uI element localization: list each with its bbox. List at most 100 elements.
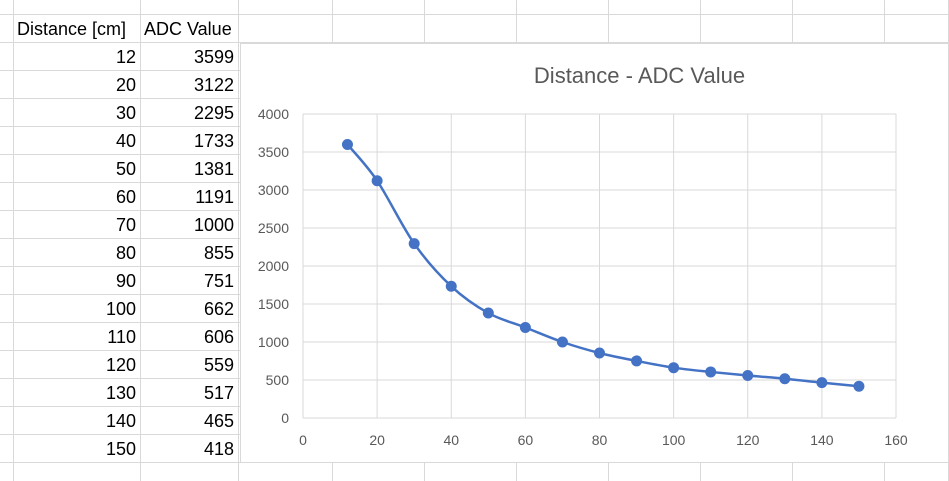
chart[interactable]: Distance - ADC Value 0 500 1000 1500 2000 2500… (240, 43, 949, 463)
sheet-cell[interactable] (0, 211, 14, 239)
x-tick-label: 20 (369, 432, 385, 448)
sheet-cell[interactable] (0, 99, 14, 127)
sheet-cell[interactable] (141, 463, 239, 481)
cell-adc-value[interactable]: 517 (141, 379, 239, 407)
cell-adc-value[interactable]: 1381 (141, 155, 239, 183)
sheet-cell[interactable] (701, 463, 793, 481)
cell-distance[interactable]: 40 (14, 127, 141, 155)
sheet-cell[interactable] (0, 351, 14, 379)
sheet-cell[interactable] (0, 295, 14, 323)
sheet-cell[interactable] (0, 267, 14, 295)
sheet-cell[interactable] (0, 71, 14, 99)
y-tick-label: 4000 (258, 106, 289, 122)
y-tick-label: 3000 (258, 182, 289, 198)
header-distance[interactable]: Distance [cm] (14, 15, 141, 43)
header-adc-value[interactable]: ADC Value (141, 15, 239, 43)
cell-distance[interactable]: 20 (14, 71, 141, 99)
sheet-cell[interactable] (517, 15, 609, 43)
cell-adc-value[interactable]: 3599 (141, 43, 239, 71)
cell-adc-value[interactable]: 662 (141, 295, 239, 323)
sheet-cell[interactable] (425, 463, 517, 481)
sheet-cell[interactable] (141, 0, 239, 15)
sheet-cell[interactable] (0, 155, 14, 183)
sheet-cell[interactable] (14, 0, 141, 15)
cell-distance[interactable]: 80 (14, 239, 141, 267)
sheet-cell[interactable] (517, 0, 609, 15)
cell-adc-value[interactable]: 418 (141, 435, 239, 463)
sheet-cell[interactable] (0, 239, 14, 267)
x-tick-label: 60 (518, 432, 534, 448)
sheet-cell[interactable] (239, 0, 333, 15)
data-point (482, 307, 494, 319)
sheet-cell[interactable] (0, 43, 14, 71)
cell-adc-value[interactable]: 855 (141, 239, 239, 267)
cell-adc-value[interactable]: 465 (141, 407, 239, 435)
sheet-cell[interactable] (333, 0, 425, 15)
sheet-cell[interactable] (14, 463, 141, 481)
sheet-cell[interactable] (885, 0, 949, 15)
data-point (853, 380, 865, 392)
sheet-cell[interactable] (793, 15, 885, 43)
cell-distance[interactable]: 130 (14, 379, 141, 407)
x-tick-label: 80 (592, 432, 608, 448)
sheet-cell[interactable] (0, 435, 14, 463)
sheet-cell[interactable] (885, 463, 949, 481)
sheet-cell[interactable] (0, 407, 14, 435)
cell-adc-value[interactable]: 1733 (141, 127, 239, 155)
sheet-cell[interactable] (0, 379, 14, 407)
sheet-cell[interactable] (333, 15, 425, 43)
data-point (816, 377, 828, 389)
sheet-cell[interactable] (609, 15, 701, 43)
sheet-cell[interactable] (701, 0, 793, 15)
chart-title: Distance - ADC Value (534, 63, 745, 88)
chart-svg: Distance - ADC Value05001000150020002500… (258, 63, 908, 448)
data-point (705, 366, 717, 378)
data-point (631, 355, 643, 367)
sheet-cell[interactable] (517, 463, 609, 481)
sheet-cell[interactable] (0, 183, 14, 211)
cell-adc-value[interactable]: 606 (141, 323, 239, 351)
sheet-cell[interactable] (239, 463, 333, 481)
cell-distance[interactable]: 90 (14, 267, 141, 295)
cell-distance[interactable]: 110 (14, 323, 141, 351)
sheet-cell[interactable] (0, 127, 14, 155)
cell-adc-value[interactable]: 1191 (141, 183, 239, 211)
y-tick-label: 500 (266, 372, 290, 388)
sheet-cell[interactable] (425, 0, 517, 15)
sheet-cell[interactable] (609, 463, 701, 481)
data-point (371, 175, 383, 187)
cell-distance[interactable]: 140 (14, 407, 141, 435)
y-tick-label: 2500 (258, 220, 289, 236)
sheet-cell[interactable] (425, 15, 517, 43)
cell-adc-value[interactable]: 559 (141, 351, 239, 379)
cell-adc-value[interactable]: 2295 (141, 99, 239, 127)
cell-distance[interactable]: 60 (14, 183, 141, 211)
data-point (556, 336, 568, 348)
sheet-cell[interactable] (885, 15, 949, 43)
sheet-cell[interactable] (239, 15, 333, 43)
cell-distance[interactable]: 100 (14, 295, 141, 323)
sheet-cell[interactable] (609, 0, 701, 15)
sheet-cell[interactable] (0, 15, 14, 43)
data-point (519, 321, 531, 333)
sheet-cell[interactable] (0, 463, 14, 481)
data-point (742, 370, 754, 382)
sheet-cell[interactable] (793, 0, 885, 15)
cell-adc-value[interactable]: 3122 (141, 71, 239, 99)
cell-distance[interactable]: 30 (14, 99, 141, 127)
cell-distance[interactable]: 50 (14, 155, 141, 183)
y-tick-label: 2000 (258, 258, 289, 274)
cell-distance[interactable]: 120 (14, 351, 141, 379)
sheet-cell[interactable] (701, 15, 793, 43)
sheet-cell[interactable] (793, 463, 885, 481)
cell-distance[interactable]: 150 (14, 435, 141, 463)
sheet-cell[interactable] (333, 463, 425, 481)
cell-distance[interactable]: 70 (14, 211, 141, 239)
cell-adc-value[interactable]: 1000 (141, 211, 239, 239)
y-tick-label: 0 (281, 410, 289, 426)
sheet-cell[interactable] (0, 323, 14, 351)
cell-adc-value[interactable]: 751 (141, 267, 239, 295)
cell-distance[interactable]: 12 (14, 43, 141, 71)
sheet-cell[interactable] (0, 0, 14, 15)
